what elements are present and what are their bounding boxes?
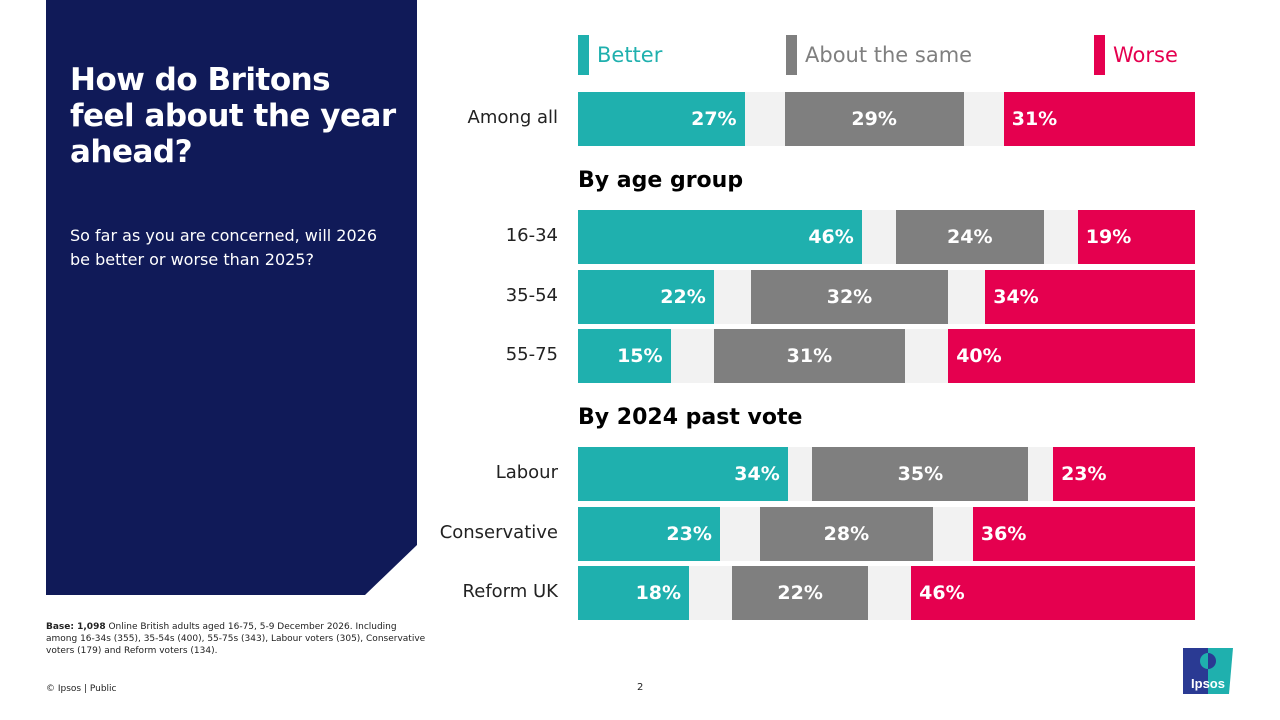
bar-same: 22% — [732, 566, 868, 620]
legend-swatch — [578, 35, 589, 75]
bar-row: 22% 32% 34% — [578, 270, 1195, 324]
bar-same: 31% — [713, 329, 905, 383]
row-label: Among all — [467, 107, 558, 128]
row-label: 35-54 — [505, 285, 558, 306]
bar-same: 28% — [760, 507, 933, 561]
bar-better: 15% — [578, 329, 671, 383]
row-label: 16-34 — [505, 225, 558, 246]
copyright: © Ipsos | Public — [46, 684, 117, 694]
legend-swatch — [786, 35, 797, 75]
bar-row: 27% 29% 31% — [578, 92, 1195, 146]
row-label: Labour — [495, 462, 558, 483]
page-number: 2 — [637, 682, 644, 693]
bar-better: 34% — [578, 447, 788, 501]
bar-worse: 36% — [972, 507, 1195, 561]
footnote: Base: 1,098 Online British adults aged 1… — [46, 622, 426, 656]
bar-better: 18% — [578, 566, 690, 620]
bar-same: 32% — [750, 270, 949, 324]
page-title: How do Britons feel about the year ahead… — [70, 62, 396, 170]
section-title: By 2024 past vote — [578, 405, 803, 430]
legend-swatch — [1094, 35, 1105, 75]
bar-row: 23% 28% 36% — [578, 507, 1195, 561]
bar-same: 24% — [895, 210, 1044, 264]
ipsos-logo: Ipsos — [1183, 648, 1233, 694]
bar-better: 22% — [578, 270, 714, 324]
row-label: 55-75 — [505, 344, 558, 365]
legend-better: Better — [578, 35, 662, 75]
bar-row: 46% 24% 19% — [578, 210, 1195, 264]
bar-row: 18% 22% 46% — [578, 566, 1195, 620]
bar-same: 29% — [784, 92, 964, 146]
bar-worse: 34% — [985, 270, 1195, 324]
title-panel — [46, 0, 417, 595]
bar-worse: 23% — [1053, 447, 1195, 501]
section-title: By age group — [578, 168, 744, 193]
bar-same: 35% — [812, 447, 1029, 501]
bar-worse: 31% — [1003, 92, 1195, 146]
row-label: Reform UK — [462, 581, 558, 602]
legend-same: About the same — [786, 35, 972, 75]
bar-worse: 46% — [911, 566, 1195, 620]
bar-better: 27% — [578, 92, 745, 146]
row-label: Conservative — [439, 522, 558, 543]
svg-text:Ipsos: Ipsos — [1191, 676, 1225, 691]
bar-worse: 19% — [1077, 210, 1195, 264]
question-text: So far as you are concerned, will 2026 b… — [70, 226, 378, 269]
bar-worse: 40% — [948, 329, 1195, 383]
bar-row: 15% 31% 40% — [578, 329, 1195, 383]
legend-worse: Worse — [1094, 35, 1178, 75]
bar-row: 34% 35% 23% — [578, 447, 1195, 501]
bar-better: 46% — [578, 210, 862, 264]
bar-better: 23% — [578, 507, 720, 561]
